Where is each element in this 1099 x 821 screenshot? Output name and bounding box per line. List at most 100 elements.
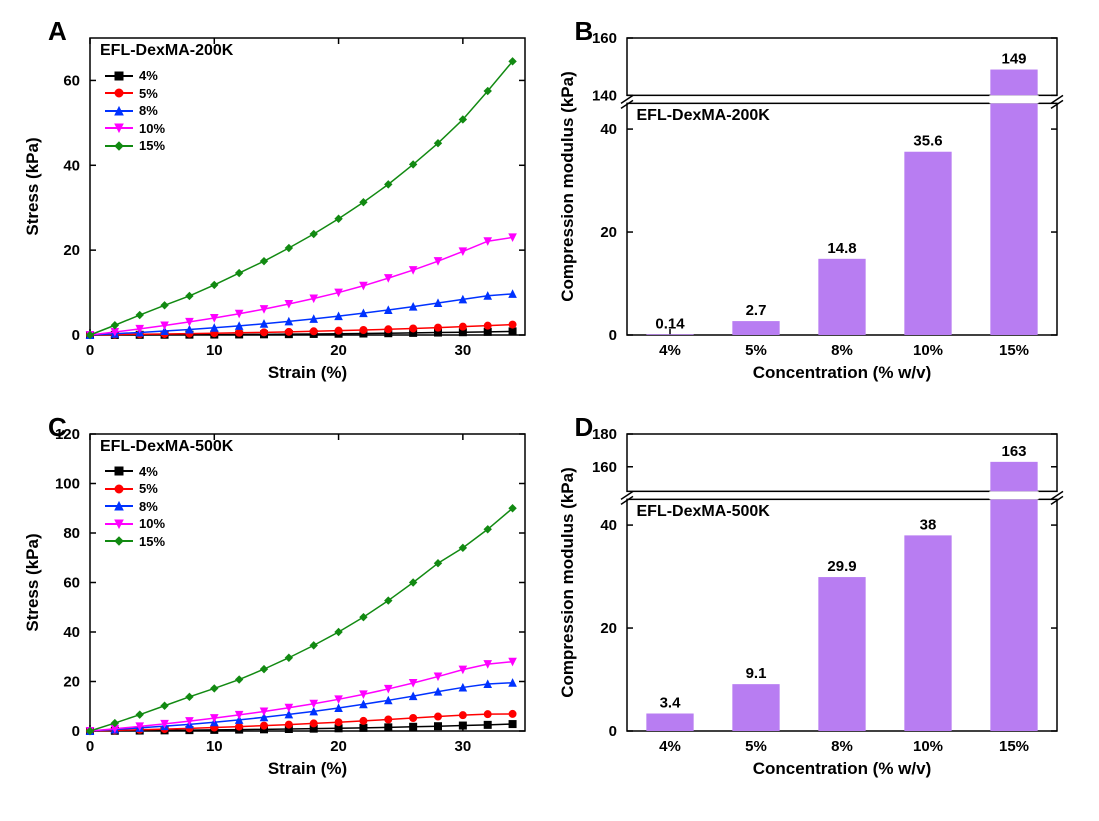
svg-text:20: 20: [600, 224, 617, 241]
legend-item: 8%: [105, 102, 165, 120]
panel-letter: C: [48, 412, 67, 443]
svg-text:Stress (kPa): Stress (kPa): [23, 137, 42, 235]
figure-grid: 0 10 20 30 0 20 40 60 Strain (%) Stress (kPa) A EFL…: [0, 0, 1099, 821]
panel-title: EFL-DexMA-200K: [100, 42, 233, 60]
panel-title: EFL-DexMA-200K: [637, 107, 770, 125]
legend-item: 4%: [105, 463, 165, 481]
svg-text:4%: 4%: [659, 342, 681, 359]
panel-d: 4%5%8%10%15%020401601803.49.129.938163Co…: [555, 416, 1080, 792]
legend-item: 5%: [105, 85, 165, 103]
svg-text:Strain (%): Strain (%): [268, 759, 347, 778]
bar-chart: 4%5%8%10%15%020401601803.49.129.938163Co…: [555, 416, 1075, 786]
svg-text:60: 60: [63, 574, 80, 591]
svg-text:8%: 8%: [831, 738, 853, 755]
svg-text:5%: 5%: [745, 738, 767, 755]
legend-item: 15%: [105, 137, 165, 155]
svg-text:40: 40: [600, 517, 617, 534]
bar: [646, 334, 693, 335]
svg-text:Concentration (% w/v): Concentration (% w/v): [752, 759, 931, 778]
legend-label: 4%: [139, 463, 158, 481]
bar: [646, 713, 693, 731]
panel-title: EFL-DexMA-500K: [100, 438, 233, 456]
panel-title: EFL-DexMA-500K: [637, 503, 770, 521]
svg-text:8%: 8%: [831, 342, 853, 359]
svg-text:20: 20: [63, 673, 80, 690]
svg-text:0.14: 0.14: [655, 315, 685, 332]
svg-text:Strain (%): Strain (%): [268, 363, 347, 382]
panel-a: 01020300204060Strain (%)Stress (kPa)AEFL…: [20, 20, 545, 396]
legend-item: 4%: [105, 67, 165, 85]
line-chart: 0102030020406080100120Strain (%)Stress (…: [20, 416, 540, 786]
svg-text:35.6: 35.6: [913, 133, 942, 150]
svg-text:60: 60: [63, 72, 80, 89]
legend-item: 10%: [105, 515, 165, 533]
svg-text:180: 180: [591, 426, 616, 443]
bar: [990, 461, 1037, 490]
svg-text:Concentration (% w/v): Concentration (% w/v): [752, 363, 931, 382]
legend-item: 15%: [105, 533, 165, 551]
bar: [732, 684, 779, 731]
svg-text:9.1: 9.1: [745, 665, 766, 682]
svg-text:140: 140: [591, 87, 616, 104]
bar: [904, 535, 951, 731]
svg-text:3.4: 3.4: [659, 694, 681, 711]
svg-text:20: 20: [600, 620, 617, 637]
svg-text:80: 80: [63, 525, 80, 542]
svg-text:0: 0: [608, 723, 616, 740]
legend-label: 10%: [139, 515, 165, 533]
legend-label: 8%: [139, 498, 158, 516]
panel-b: 4% 5% 8% 10% 15% 0 20 40 140 160 0.14 2.7 14.8 35.6 14…: [555, 20, 1080, 396]
svg-text:0: 0: [72, 327, 80, 344]
svg-text:29.9: 29.9: [827, 558, 856, 575]
legend-label: 10%: [139, 120, 165, 138]
legend-label: 5%: [139, 480, 158, 498]
bar: [732, 321, 779, 335]
svg-text:40: 40: [63, 157, 80, 174]
legend-label: 15%: [139, 137, 165, 155]
svg-text:163: 163: [1001, 442, 1026, 459]
legend-item: 5%: [105, 480, 165, 498]
svg-text:14.8: 14.8: [827, 240, 856, 257]
legend-label: 8%: [139, 102, 158, 120]
panel-letter: D: [575, 412, 594, 443]
line-chart: 01020300204060Strain (%)Stress (kPa): [20, 20, 540, 390]
svg-text:20: 20: [63, 242, 80, 259]
svg-text:0: 0: [72, 723, 80, 740]
svg-text:0: 0: [86, 342, 94, 359]
svg-text:20: 20: [330, 738, 347, 755]
svg-text:0: 0: [86, 738, 94, 755]
legend: 4%5%8%10%15%: [100, 64, 170, 158]
svg-text:149: 149: [1001, 51, 1026, 68]
bar: [904, 152, 951, 335]
legend-label: 5%: [139, 85, 158, 103]
bar-chart: 4% 5% 8% 10% 15% 0 20 40 140 160 0.14 2.7 14.8 35.6 14…: [555, 20, 1075, 390]
panel-letter: A: [48, 16, 67, 47]
svg-text:20: 20: [330, 342, 347, 359]
bar: [818, 259, 865, 335]
svg-text:38: 38: [919, 516, 936, 533]
svg-text:4%: 4%: [659, 738, 681, 755]
bar: [990, 70, 1037, 96]
svg-text:2.7: 2.7: [745, 302, 766, 319]
legend-item: 10%: [105, 120, 165, 138]
svg-text:10%: 10%: [912, 738, 942, 755]
svg-text:10%: 10%: [912, 342, 942, 359]
svg-text:10: 10: [206, 738, 223, 755]
svg-text:15%: 15%: [998, 342, 1028, 359]
svg-text:160: 160: [591, 30, 616, 47]
svg-text:Compression modulus (kPa): Compression modulus (kPa): [558, 467, 577, 697]
panel-c: 0102030020406080100120Strain (%)Stress (…: [20, 416, 545, 792]
svg-text:30: 30: [455, 738, 472, 755]
svg-text:40: 40: [600, 121, 617, 138]
svg-text:40: 40: [63, 624, 80, 641]
panel-letter: B: [575, 16, 594, 47]
bar: [818, 577, 865, 731]
svg-text:0: 0: [608, 327, 616, 344]
svg-text:Stress (kPa): Stress (kPa): [23, 533, 42, 631]
svg-text:Compression modulus (kPa): Compression modulus (kPa): [558, 71, 577, 301]
legend-item: 8%: [105, 498, 165, 516]
legend-label: 4%: [139, 67, 158, 85]
svg-text:5%: 5%: [745, 342, 767, 359]
svg-text:10: 10: [206, 342, 223, 359]
svg-text:160: 160: [591, 458, 616, 475]
